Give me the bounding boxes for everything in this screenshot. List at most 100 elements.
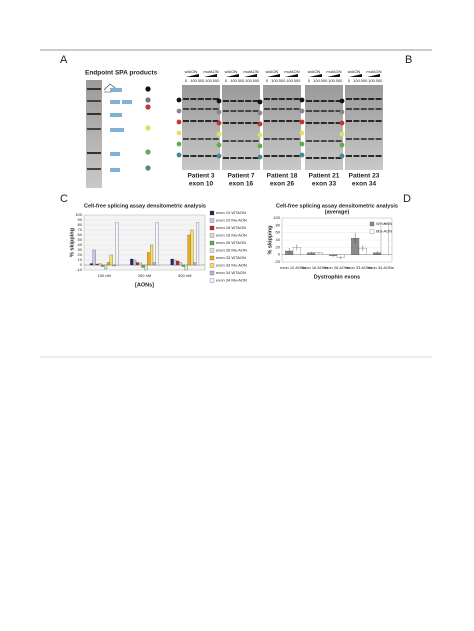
gel-band <box>183 120 189 122</box>
gel-band <box>360 98 367 100</box>
gel-band <box>313 122 320 124</box>
legend-swatch <box>369 221 375 227</box>
gel-band <box>237 100 244 102</box>
gel-band <box>278 98 285 100</box>
gel-patient: Patient 18 <box>267 173 298 180</box>
gel-lane: 100 <box>230 78 237 83</box>
gel-band <box>223 122 229 124</box>
bar <box>138 262 142 266</box>
gel-band <box>368 120 375 122</box>
gel-band <box>375 98 382 100</box>
gel-band <box>335 110 342 112</box>
gel-band <box>183 108 189 110</box>
gel-band <box>293 120 300 122</box>
gel-band <box>375 120 382 122</box>
gel-dot <box>339 120 345 126</box>
gel-band <box>197 108 204 110</box>
gel-band <box>320 122 327 124</box>
gel-band <box>375 138 382 140</box>
x-axis-label: Dystrophin exons <box>314 274 360 280</box>
gel-band <box>190 155 197 157</box>
gel-dot <box>176 130 182 136</box>
gel-group: wtAON <box>308 69 321 74</box>
bar <box>98 263 102 266</box>
gel-band <box>197 120 204 122</box>
gel-band <box>230 122 237 124</box>
gel-lane: 0 <box>348 78 351 83</box>
y-tick-label: 0 <box>80 262 83 267</box>
gel-band <box>306 110 312 112</box>
legend-swatch <box>209 225 215 231</box>
gel-lane: 100 <box>205 78 212 83</box>
bar <box>173 259 177 266</box>
gel-band <box>346 108 352 110</box>
gel-band <box>375 155 382 157</box>
gel-band <box>237 122 244 124</box>
legend-label: exon 16 Mu-AON <box>216 233 247 238</box>
gel-patient: Patient 3 <box>187 173 214 180</box>
gel-lane: 500 <box>361 78 368 83</box>
gel-band <box>286 155 293 157</box>
bar <box>106 262 110 266</box>
gel-dot <box>339 142 345 148</box>
gel-group: mutAON <box>326 69 341 74</box>
gel-band <box>353 98 360 100</box>
gel-band <box>278 138 285 140</box>
gel-lane: 100 <box>368 78 375 83</box>
bar <box>89 263 93 266</box>
gel-band <box>320 140 327 142</box>
bar <box>101 264 105 267</box>
gel-band <box>190 138 197 140</box>
gel-band <box>368 98 375 100</box>
legend-label: MS-AON <box>376 229 392 234</box>
gel-band <box>223 140 229 142</box>
gel-dot <box>257 154 263 160</box>
gel-lane: 100 <box>353 78 360 83</box>
gel-dot <box>339 153 345 159</box>
gel-band <box>245 122 252 124</box>
gel-dot <box>176 119 182 125</box>
conc-wedge <box>267 74 298 77</box>
y-tick-label: 20 <box>78 252 83 257</box>
gel-dot <box>216 109 222 115</box>
gel-band <box>223 157 229 159</box>
legend-label: exon 34 WTAON <box>216 270 246 275</box>
gel-exon: exon 16 <box>229 181 254 188</box>
y-tick-label: 90 <box>78 217 83 222</box>
gel-exon: exon 10 <box>189 181 214 188</box>
chart-title: Cell-free splicing assay densitometric a… <box>84 203 206 209</box>
gel-lane: 500 <box>213 78 220 83</box>
gel-dot <box>257 121 263 127</box>
bar <box>144 264 148 271</box>
legend-swatch <box>209 218 215 223</box>
gel-band <box>264 108 270 110</box>
gel-lane: 100 <box>271 78 278 83</box>
gel-dot <box>216 120 222 126</box>
y-tick-label: -20 <box>274 259 281 264</box>
gel-lane: 500 <box>253 78 260 83</box>
gel-band <box>306 100 312 102</box>
y-tick-label: 60 <box>78 232 83 237</box>
gel-band <box>346 120 352 122</box>
bar <box>150 244 154 266</box>
bar <box>170 258 174 266</box>
plot-area <box>83 214 206 271</box>
bar <box>135 262 139 266</box>
bar <box>104 264 108 270</box>
gel-band <box>313 100 320 102</box>
legend-swatch <box>209 270 215 276</box>
gel-dot <box>176 152 182 158</box>
gel-band <box>205 155 212 157</box>
gel-band <box>237 110 244 112</box>
panel-label: B <box>405 54 412 66</box>
y-axis-label: % skipping <box>69 228 75 257</box>
conc-wedge <box>349 74 380 77</box>
gel-band <box>245 140 252 142</box>
bar <box>92 249 96 266</box>
bar <box>190 229 194 266</box>
y-tick-label: 100 <box>273 215 280 220</box>
gel-band <box>183 98 189 100</box>
legend-label: exon 10 WTAON <box>216 210 246 215</box>
gel-band <box>286 108 293 110</box>
